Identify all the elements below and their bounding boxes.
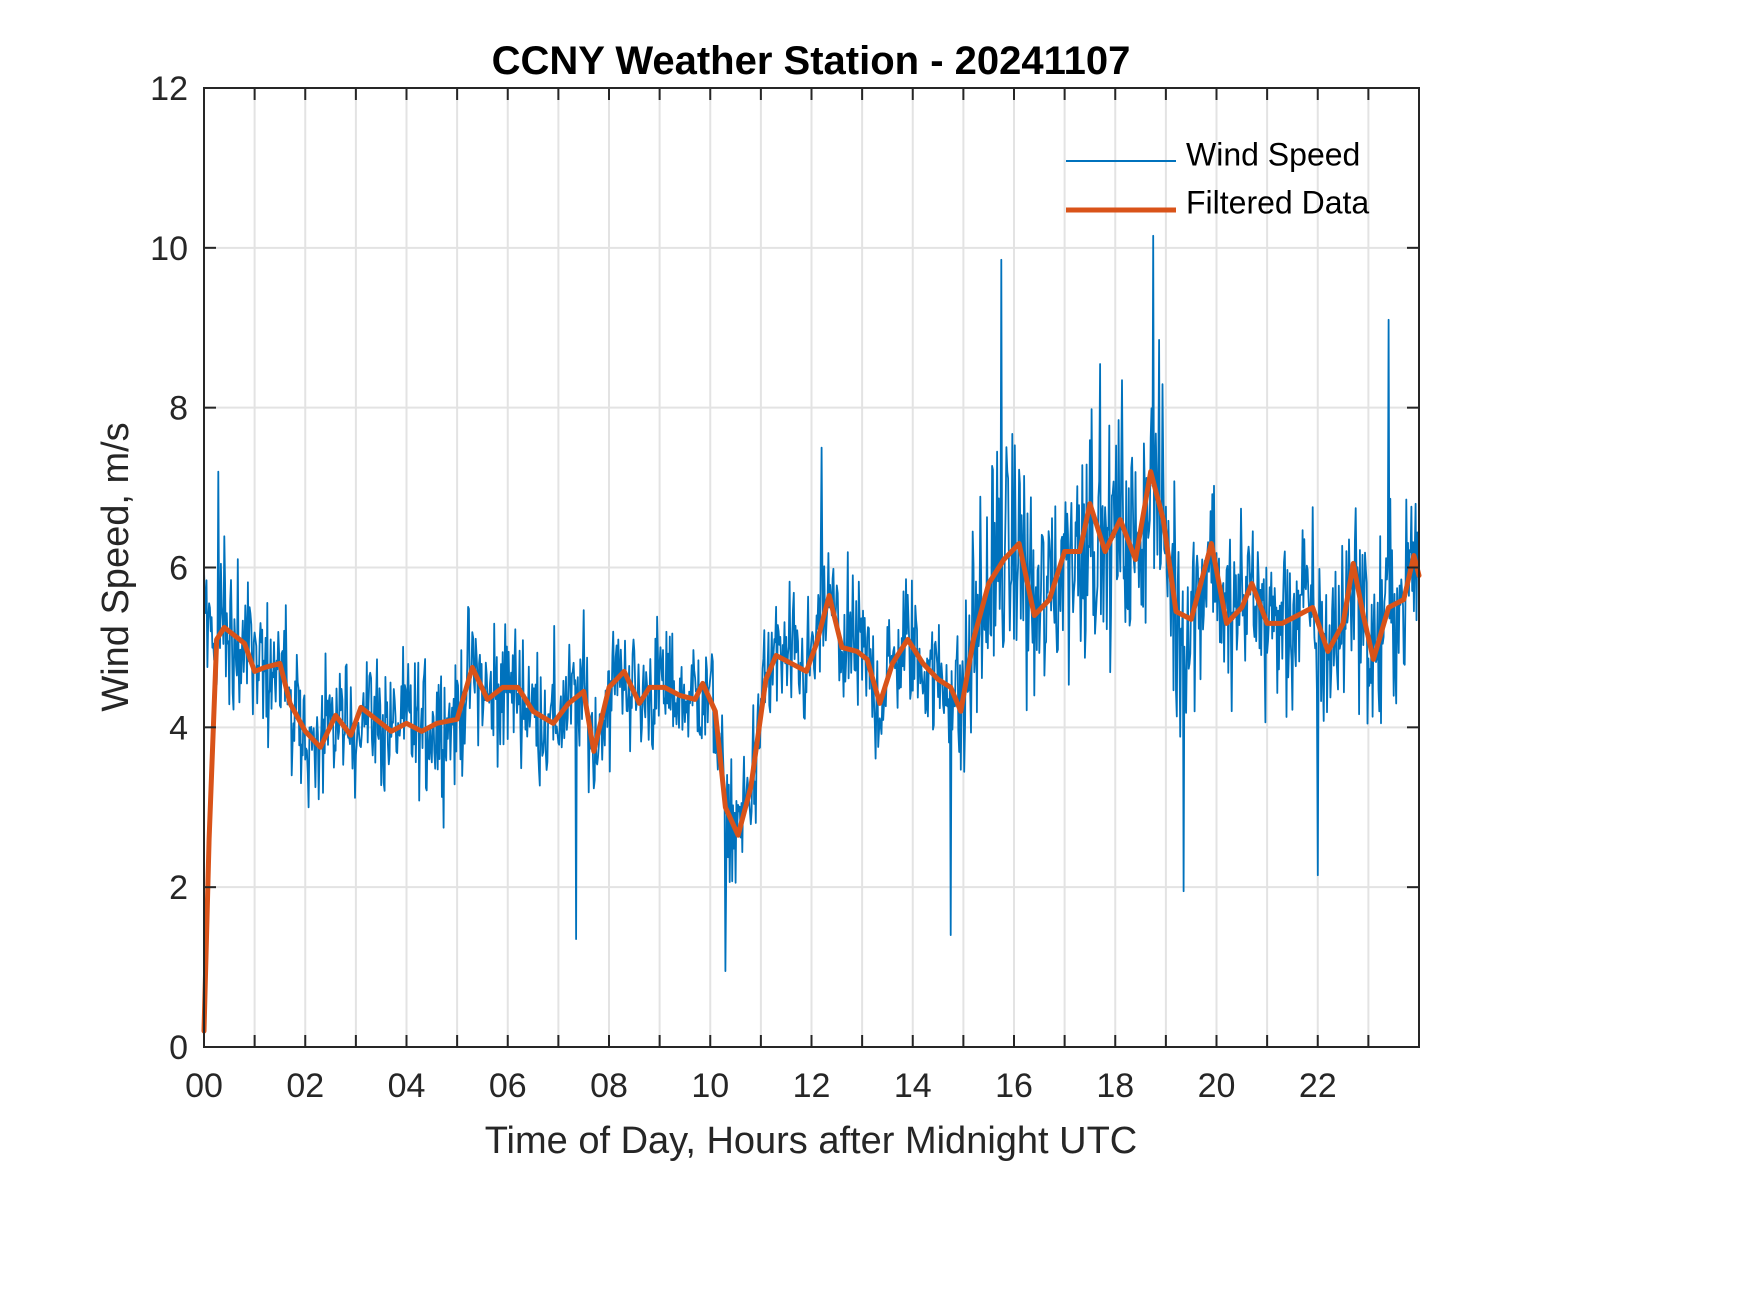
axes bbox=[203, 87, 1420, 1048]
legend-label-wind-speed: Wind Speed bbox=[1186, 136, 1360, 172]
x-tick-label: 04 bbox=[388, 1067, 426, 1105]
x-tick-label: 12 bbox=[793, 1067, 831, 1105]
y-tick-label: 0 bbox=[169, 1029, 188, 1067]
x-tick-label: 22 bbox=[1299, 1067, 1337, 1105]
x-tick-label: 08 bbox=[590, 1067, 628, 1105]
chart-title: CCNY Weather Station - 20241107 bbox=[492, 39, 1131, 83]
x-tick-label: 02 bbox=[286, 1067, 324, 1105]
x-axis-label: Time of Day, Hours after Midnight UTC bbox=[485, 1120, 1138, 1162]
y-tick-label: 12 bbox=[150, 70, 188, 108]
x-tick-label: 20 bbox=[1198, 1067, 1236, 1105]
y-tick-label: 8 bbox=[169, 390, 188, 428]
legend-label-filtered-data: Filtered Data bbox=[1186, 184, 1369, 220]
filtered-data-line bbox=[201, 469, 1422, 1034]
x-tick-label: 00 bbox=[185, 1067, 223, 1105]
y-tick-label: 4 bbox=[169, 709, 188, 747]
y-tick-label: 2 bbox=[169, 869, 188, 907]
x-tick-label: 18 bbox=[1096, 1067, 1134, 1105]
x-tick-label: 16 bbox=[995, 1067, 1033, 1105]
x-tick-label: 10 bbox=[691, 1067, 729, 1105]
filtered-data-series bbox=[201, 469, 1422, 1034]
y-axis-label: Wind Speed, m/s bbox=[95, 422, 137, 711]
x-tick-label: 14 bbox=[894, 1067, 932, 1105]
legend: Wind Speed Filtered Data bbox=[1066, 136, 1369, 220]
y-tick-label: 10 bbox=[150, 230, 188, 268]
y-tick-label: 6 bbox=[169, 550, 188, 588]
x-tick-label: 06 bbox=[489, 1067, 527, 1105]
